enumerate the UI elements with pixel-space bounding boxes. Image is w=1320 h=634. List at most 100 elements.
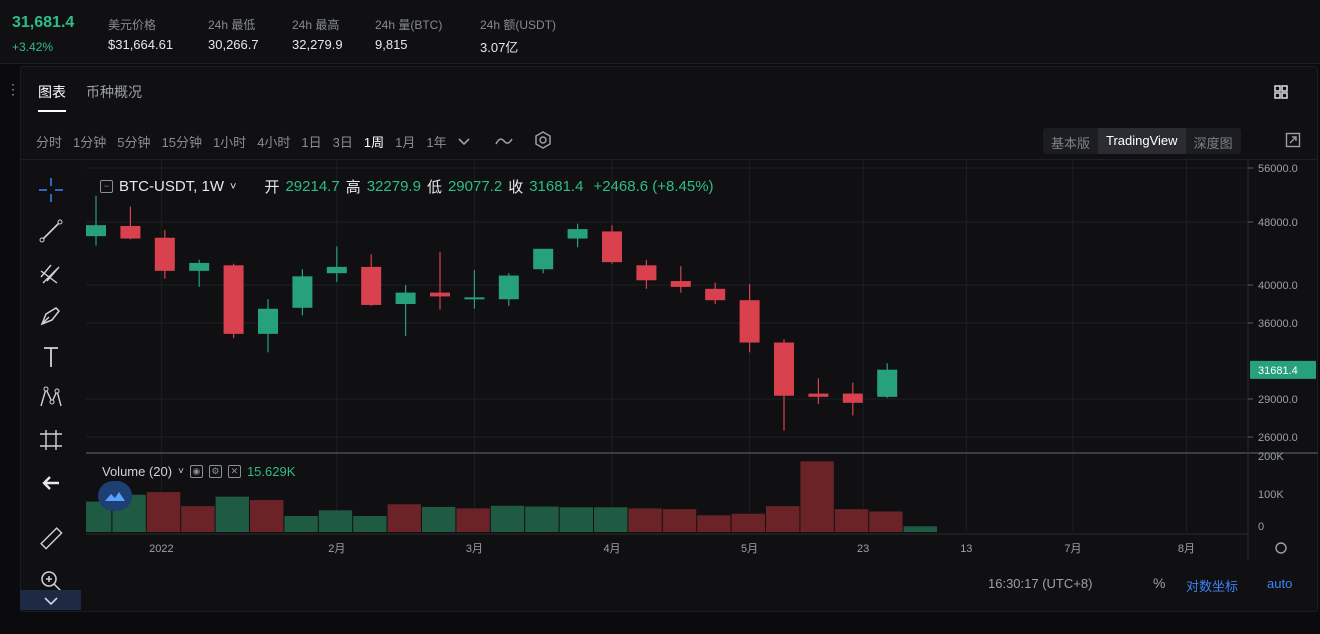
stat-usd-price: 美元价格 $31,664.61 — [108, 16, 173, 52]
symbol-label[interactable]: BTC-USDT, 1W — [119, 178, 224, 195]
volume-bar — [594, 507, 628, 532]
ruler-icon[interactable] — [34, 521, 68, 555]
view-tradingview[interactable]: TradingView — [1098, 128, 1186, 154]
trend-line-icon[interactable] — [34, 214, 68, 248]
crosshair-icon[interactable] — [34, 173, 68, 207]
price-change: +3.42% — [12, 40, 54, 54]
time-tick-label: 5月 — [741, 543, 758, 555]
stat-24h-volume: 24h 量(BTC) 9,815 — [375, 16, 442, 52]
candle-body — [670, 281, 691, 287]
settings-gear-icon[interactable] — [534, 131, 552, 152]
view-basic[interactable]: 基本版 — [1051, 136, 1091, 151]
timeframe-3d[interactable]: 3日 — [332, 135, 353, 150]
settings-icon[interactable]: ⚙ — [208, 465, 222, 478]
timeframe-1h[interactable]: 1小时 — [212, 135, 247, 150]
candle-body — [877, 369, 898, 397]
timeframe-15m[interactable]: 15分钟 — [161, 135, 202, 150]
price-tick-label: 26000.0 — [1258, 432, 1298, 444]
volume-bar — [628, 508, 662, 532]
pattern-tool-icon[interactable] — [34, 381, 68, 415]
view-depth[interactable]: 深度图 — [1193, 136, 1233, 151]
auto-scale-toggle[interactable]: auto — [1267, 576, 1293, 591]
chevron-down-icon[interactable] — [458, 134, 470, 149]
back-arrow-icon[interactable] — [34, 466, 68, 500]
stat-label: 美元价格 — [108, 18, 157, 32]
timeframe-1d[interactable]: 1日 — [301, 135, 322, 150]
timeframe-5m[interactable]: 5分钟 — [117, 135, 151, 150]
volume-bar — [353, 516, 387, 532]
volume-bar — [422, 506, 456, 532]
close-icon[interactable]: ✕ — [227, 465, 241, 478]
volume-bar — [766, 506, 800, 532]
timeframe-toolbar: 分时 1分钟 5分钟 15分钟 1小时 4小时 1日 3日 1周 1月 1年 — [36, 131, 552, 152]
candle-body — [361, 266, 382, 305]
volume-bar — [559, 507, 593, 532]
close-value: 31681.4 — [529, 178, 584, 195]
price-chart[interactable]: 56000.0 48000.0 40000.0 36000.0 29000.0 26000… — [86, 160, 1318, 568]
axis-settings-icon — [1275, 542, 1287, 554]
collapse-toolbar-button[interactable] — [20, 590, 81, 610]
price-tick-label: 48000.0 — [1258, 217, 1298, 229]
chevron-down-icon[interactable]: ˅ — [178, 466, 184, 477]
stat-value: $31,664.61 — [108, 37, 174, 52]
timeframe-1y[interactable]: 1年 — [426, 135, 447, 150]
candle-body — [705, 288, 726, 301]
candle-body — [636, 265, 657, 281]
candle-body — [739, 300, 760, 343]
percent-toggle[interactable]: % — [1153, 575, 1166, 591]
volume-bar — [250, 500, 284, 532]
volume-bar — [697, 515, 731, 532]
zoom-in-icon[interactable] — [34, 564, 68, 598]
stat-label: 24h 额(USDT) — [480, 18, 557, 32]
more-menu-icon[interactable]: ⋮ — [6, 81, 20, 97]
time-tick-label: 23 — [857, 543, 869, 555]
fib-tool-icon[interactable] — [34, 256, 68, 290]
indicator-wave-icon[interactable] — [494, 134, 513, 149]
stat-label: 24h 量(BTC) — [375, 18, 443, 32]
time-tick-label: 2022 — [149, 543, 173, 555]
low-label: 低 — [426, 179, 442, 196]
text-tool-icon[interactable] — [34, 340, 68, 374]
timeframe-1w[interactable]: 1周 — [363, 135, 385, 150]
volume-label[interactable]: Volume (20) — [102, 464, 173, 479]
volume-bar — [490, 505, 525, 532]
candle-body — [842, 393, 863, 403]
volume-tick-label: 200K — [1258, 451, 1284, 463]
fullscreen-icon[interactable] — [1285, 132, 1301, 148]
collapse-legend-icon[interactable]: − — [100, 180, 113, 193]
close-label: 收 — [508, 179, 524, 196]
volume-bar — [525, 506, 559, 532]
candle-body — [326, 266, 347, 274]
timeframe-1mo[interactable]: 1月 — [395, 135, 416, 150]
volume-bar — [146, 492, 181, 532]
left-strip — [0, 64, 20, 634]
time-tick-label: 4月 — [603, 543, 620, 555]
visibility-icon[interactable]: ◉ — [189, 465, 203, 478]
view-switcher: 基本版 TradingView 深度图 — [1043, 128, 1241, 154]
chevron-down-icon[interactable]: ˅ — [230, 180, 237, 193]
time-tick-label: 3月 — [466, 543, 483, 555]
timeframe-1m[interactable]: 1分钟 — [73, 135, 107, 150]
ohlc-legend: − BTC-USDT, 1W ˅ 开 29214.7 高 32279.9 低 2907… — [100, 176, 714, 197]
candle-body — [774, 342, 794, 396]
log-scale-toggle[interactable]: 对数坐标 — [1186, 579, 1239, 594]
measure-tool-icon[interactable] — [34, 423, 68, 457]
timeframe-line[interactable]: 分时 — [36, 135, 63, 150]
brush-icon[interactable] — [34, 298, 68, 332]
tab-coin-overview[interactable]: 币种概况 — [86, 84, 142, 100]
layout-grid-icon[interactable] — [1273, 84, 1289, 100]
stat-24h-turnover: 24h 额(USDT) 3.07亿 — [480, 16, 556, 56]
candle-body — [189, 262, 210, 271]
stat-24h-high: 24h 最高 32,279.9 — [292, 16, 343, 52]
volume-bar — [456, 508, 490, 532]
timeframe-4h[interactable]: 4小时 — [257, 135, 291, 150]
time-tick-label: 8月 — [1178, 543, 1195, 555]
volume-bar — [834, 509, 869, 532]
volume-bar — [662, 509, 697, 532]
tab-chart[interactable]: 图表 — [38, 82, 66, 112]
candle-body — [120, 225, 141, 239]
volume-logo-icon — [98, 481, 132, 511]
clock-label[interactable]: 16:30:17 (UTC+8) — [988, 576, 1093, 591]
price-tick-label: 36000.0 — [1258, 318, 1298, 330]
candle-body — [533, 248, 554, 270]
